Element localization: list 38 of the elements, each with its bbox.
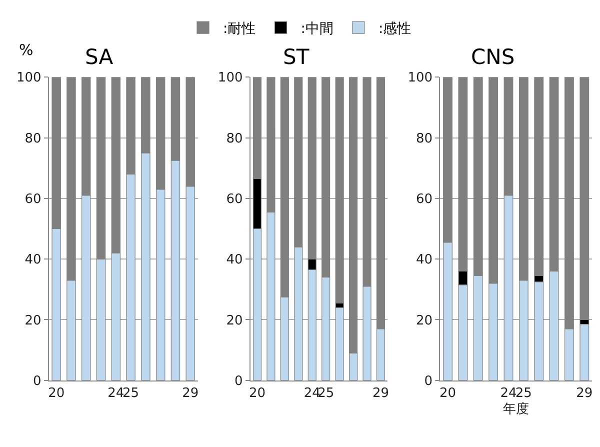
y-tick-label: 0: [234, 374, 243, 389]
chart-title: SA: [85, 45, 114, 69]
y-tick-label: 40: [416, 252, 433, 268]
x-tick-label: 20: [48, 386, 65, 401]
x-tick-label: 29: [372, 386, 390, 401]
x-tick-label: 24: [304, 386, 320, 401]
chart-title: CNS: [471, 45, 515, 69]
x-tick-label: 24: [108, 386, 124, 401]
x-tick-label: 20: [439, 386, 456, 401]
x-tick-label: 25: [515, 386, 532, 401]
x-tick-label: 25: [122, 386, 140, 401]
x-tick-label: 25: [318, 386, 334, 401]
y-tick-label: 40: [226, 252, 243, 268]
x-axis-title: 年度: [503, 400, 530, 417]
y-tick-label: 20: [226, 313, 243, 328]
legend-label: :耐性: [223, 21, 256, 38]
x-tick-label: 29: [576, 386, 593, 401]
y-tick-label: 20: [416, 313, 433, 328]
y-tick-label: 80: [24, 131, 42, 146]
y-axis-title: %: [19, 41, 34, 59]
y-tick-label: 80: [226, 131, 243, 146]
x-tick-label: 29: [182, 386, 199, 401]
y-tick-label: 80: [416, 131, 433, 146]
y-tick-label: 60: [416, 192, 433, 207]
y-tick-label: 40: [24, 252, 42, 268]
x-tick-label: 24: [500, 386, 517, 401]
chart-title: ST: [283, 45, 310, 69]
y-tick-label: 0: [424, 374, 433, 389]
legend-label: :感性: [378, 21, 412, 38]
y-tick-label: 60: [24, 192, 42, 207]
legend-label: :中間: [300, 21, 334, 38]
y-tick-label: 0: [33, 374, 42, 389]
y-tick-label: 100: [408, 70, 433, 86]
y-tick-label: 20: [24, 313, 42, 328]
y-tick-label: 100: [218, 70, 243, 86]
y-tick-label: 60: [226, 192, 243, 207]
x-tick-label: 20: [248, 386, 266, 401]
y-tick-label: 100: [16, 70, 42, 86]
